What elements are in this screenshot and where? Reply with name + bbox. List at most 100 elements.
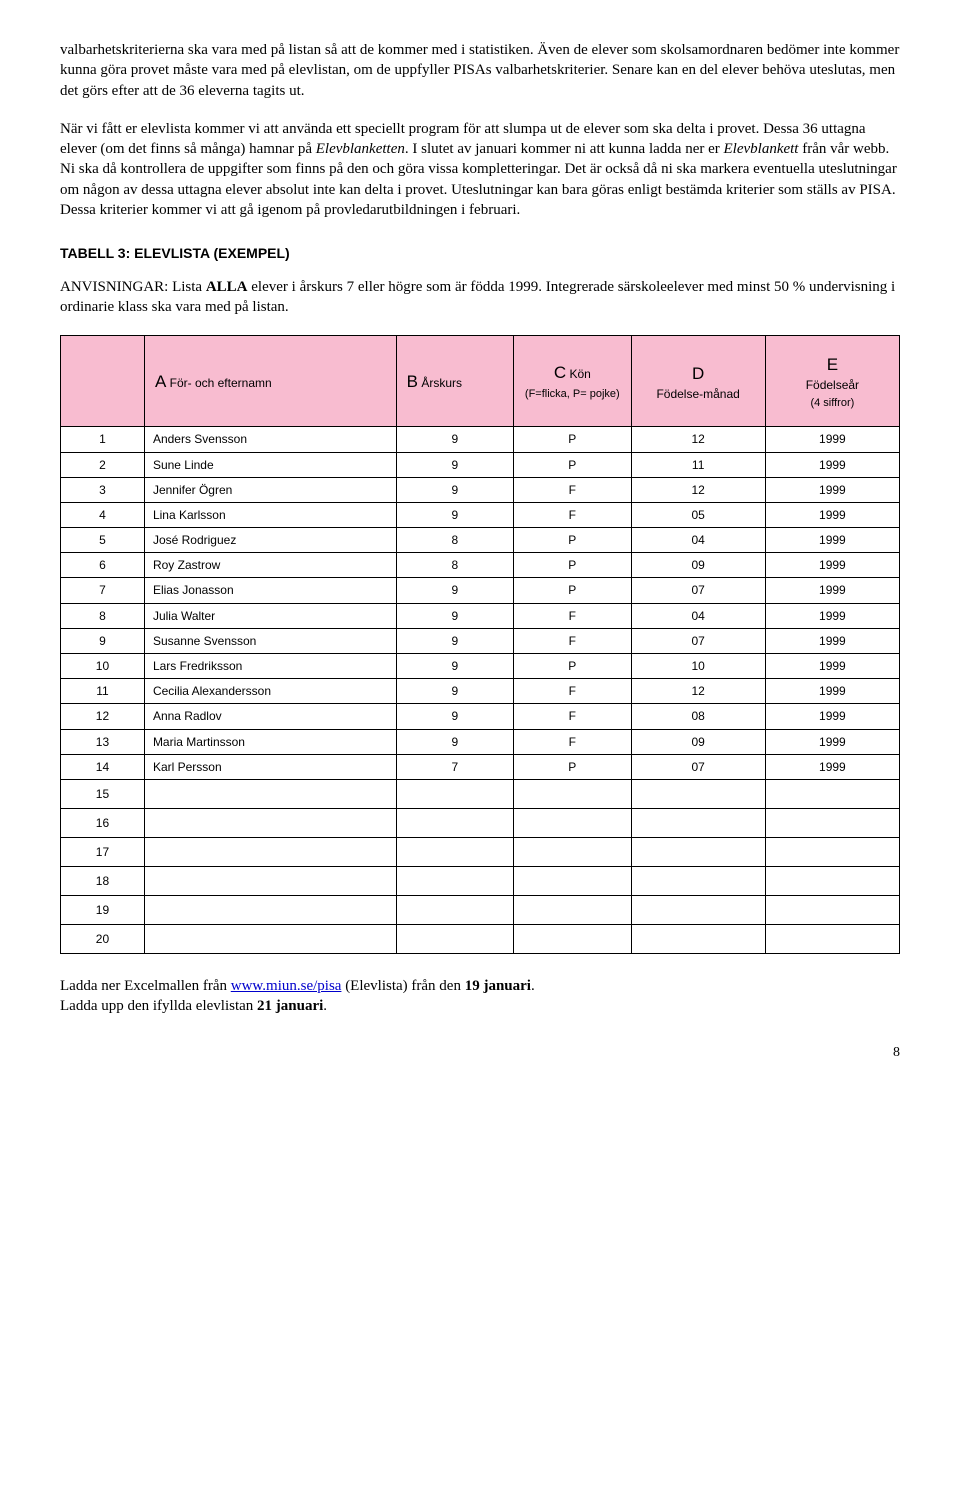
cell-year: 1999	[765, 704, 899, 729]
table-row: 8Julia Walter9F041999	[61, 603, 900, 628]
footer-line-2: Ladda upp den ifyllda elevlistan 21 janu…	[60, 996, 900, 1016]
col-c-letter: C	[554, 363, 566, 382]
table-row: 1Anders Svensson9P121999	[61, 427, 900, 452]
para2-italic-2: Elevblankett	[724, 141, 799, 157]
cell-rownum: 12	[61, 704, 145, 729]
footer-1b: (Elevlista) från den	[341, 978, 464, 994]
table-row: 13Maria Martinsson9F091999	[61, 729, 900, 754]
paragraph-2: När vi fått er elevlista kommer vi att a…	[60, 119, 900, 220]
table-row: 5José Rodriguez8P041999	[61, 528, 900, 553]
table-row: 7Elias Jonasson9P071999	[61, 578, 900, 603]
cell-sex: F	[514, 704, 631, 729]
header-grade: B Årskurs	[396, 336, 513, 427]
cell-rownum: 1	[61, 427, 145, 452]
cell-sex: F	[514, 679, 631, 704]
cell-year	[765, 779, 899, 808]
cell-name	[144, 779, 396, 808]
cell-year: 1999	[765, 477, 899, 502]
cell-name: Elias Jonasson	[144, 578, 396, 603]
table-heading: TABELL 3: ELEVLISTA (EXEMPEL)	[60, 244, 900, 263]
table-row: 12Anna Radlov9F081999	[61, 704, 900, 729]
col-b-label: Årskurs	[421, 376, 462, 390]
cell-month: 09	[631, 729, 765, 754]
cell-name: Sune Linde	[144, 452, 396, 477]
cell-grade: 9	[396, 729, 513, 754]
cell-year: 1999	[765, 603, 899, 628]
footer-2-bold: 21 januari	[257, 998, 323, 1014]
footer-line-1: Ladda ner Excelmallen från www.miun.se/p…	[60, 976, 900, 996]
cell-name: Anna Radlov	[144, 704, 396, 729]
cell-month: 12	[631, 477, 765, 502]
cell-month: 10	[631, 654, 765, 679]
footer-link[interactable]: www.miun.se/pisa	[231, 978, 342, 994]
footer-2b: .	[323, 998, 327, 1014]
cell-rownum: 11	[61, 679, 145, 704]
table-row: 4Lina Karlsson9F051999	[61, 502, 900, 527]
cell-sex	[514, 837, 631, 866]
cell-year	[765, 808, 899, 837]
cell-sex: P	[514, 578, 631, 603]
cell-rownum: 6	[61, 553, 145, 578]
cell-year: 1999	[765, 654, 899, 679]
cell-rownum: 4	[61, 502, 145, 527]
table-row: 6Roy Zastrow8P091999	[61, 553, 900, 578]
table-row: 11Cecilia Alexandersson9F121999	[61, 679, 900, 704]
table-row-empty: 16	[61, 808, 900, 837]
instructions: ANVISNINGAR: Lista ALLA elever i årskurs…	[60, 277, 900, 318]
cell-year: 1999	[765, 679, 899, 704]
para2-text-b: . I slutet av januari kommer ni att kunn…	[405, 141, 724, 157]
cell-sex: F	[514, 628, 631, 653]
cell-name	[144, 837, 396, 866]
cell-year: 1999	[765, 502, 899, 527]
para2-italic-1: Elevblanketten	[316, 141, 405, 157]
cell-name	[144, 924, 396, 953]
cell-name	[144, 808, 396, 837]
cell-year	[765, 837, 899, 866]
cell-name: Susanne Svensson	[144, 628, 396, 653]
col-a-label: För- och efternamn	[170, 376, 272, 390]
col-e-letter: E	[827, 355, 838, 374]
cell-grade: 9	[396, 679, 513, 704]
header-month: D Födelse-månad	[631, 336, 765, 427]
cell-month: 07	[631, 754, 765, 779]
cell-month	[631, 808, 765, 837]
table-row-empty: 15	[61, 779, 900, 808]
cell-month	[631, 924, 765, 953]
cell-rownum: 3	[61, 477, 145, 502]
cell-sex	[514, 866, 631, 895]
cell-rownum: 2	[61, 452, 145, 477]
cell-sex	[514, 895, 631, 924]
cell-grade	[396, 779, 513, 808]
cell-sex: P	[514, 452, 631, 477]
cell-sex	[514, 779, 631, 808]
cell-grade: 9	[396, 427, 513, 452]
table-row: 3Jennifer Ögren9F121999	[61, 477, 900, 502]
paragraph-1: valbarhetskriterierna ska vara med på li…	[60, 40, 900, 101]
cell-rownum: 10	[61, 654, 145, 679]
cell-name: Julia Walter	[144, 603, 396, 628]
cell-grade: 9	[396, 452, 513, 477]
cell-rownum: 8	[61, 603, 145, 628]
cell-rownum: 14	[61, 754, 145, 779]
footer-1-bold: 19 januari	[465, 978, 531, 994]
cell-sex: F	[514, 477, 631, 502]
cell-month: 11	[631, 452, 765, 477]
cell-grade: 9	[396, 477, 513, 502]
cell-sex	[514, 808, 631, 837]
cell-name: Anders Svensson	[144, 427, 396, 452]
cell-month: 12	[631, 679, 765, 704]
header-sex: C Kön (F=flicka, P= pojke)	[514, 336, 631, 427]
table-row: 9Susanne Svensson9F071999	[61, 628, 900, 653]
footer-1c: .	[531, 978, 535, 994]
cell-month: 12	[631, 427, 765, 452]
cell-month: 09	[631, 553, 765, 578]
cell-month	[631, 837, 765, 866]
cell-grade: 9	[396, 502, 513, 527]
instr-prefix: ANVISNINGAR: Lista	[60, 279, 206, 295]
table-row: 14Karl Persson7P071999	[61, 754, 900, 779]
cell-rownum: 7	[61, 578, 145, 603]
cell-rownum: 18	[61, 866, 145, 895]
cell-year: 1999	[765, 427, 899, 452]
cell-name: Lina Karlsson	[144, 502, 396, 527]
cell-sex: F	[514, 729, 631, 754]
